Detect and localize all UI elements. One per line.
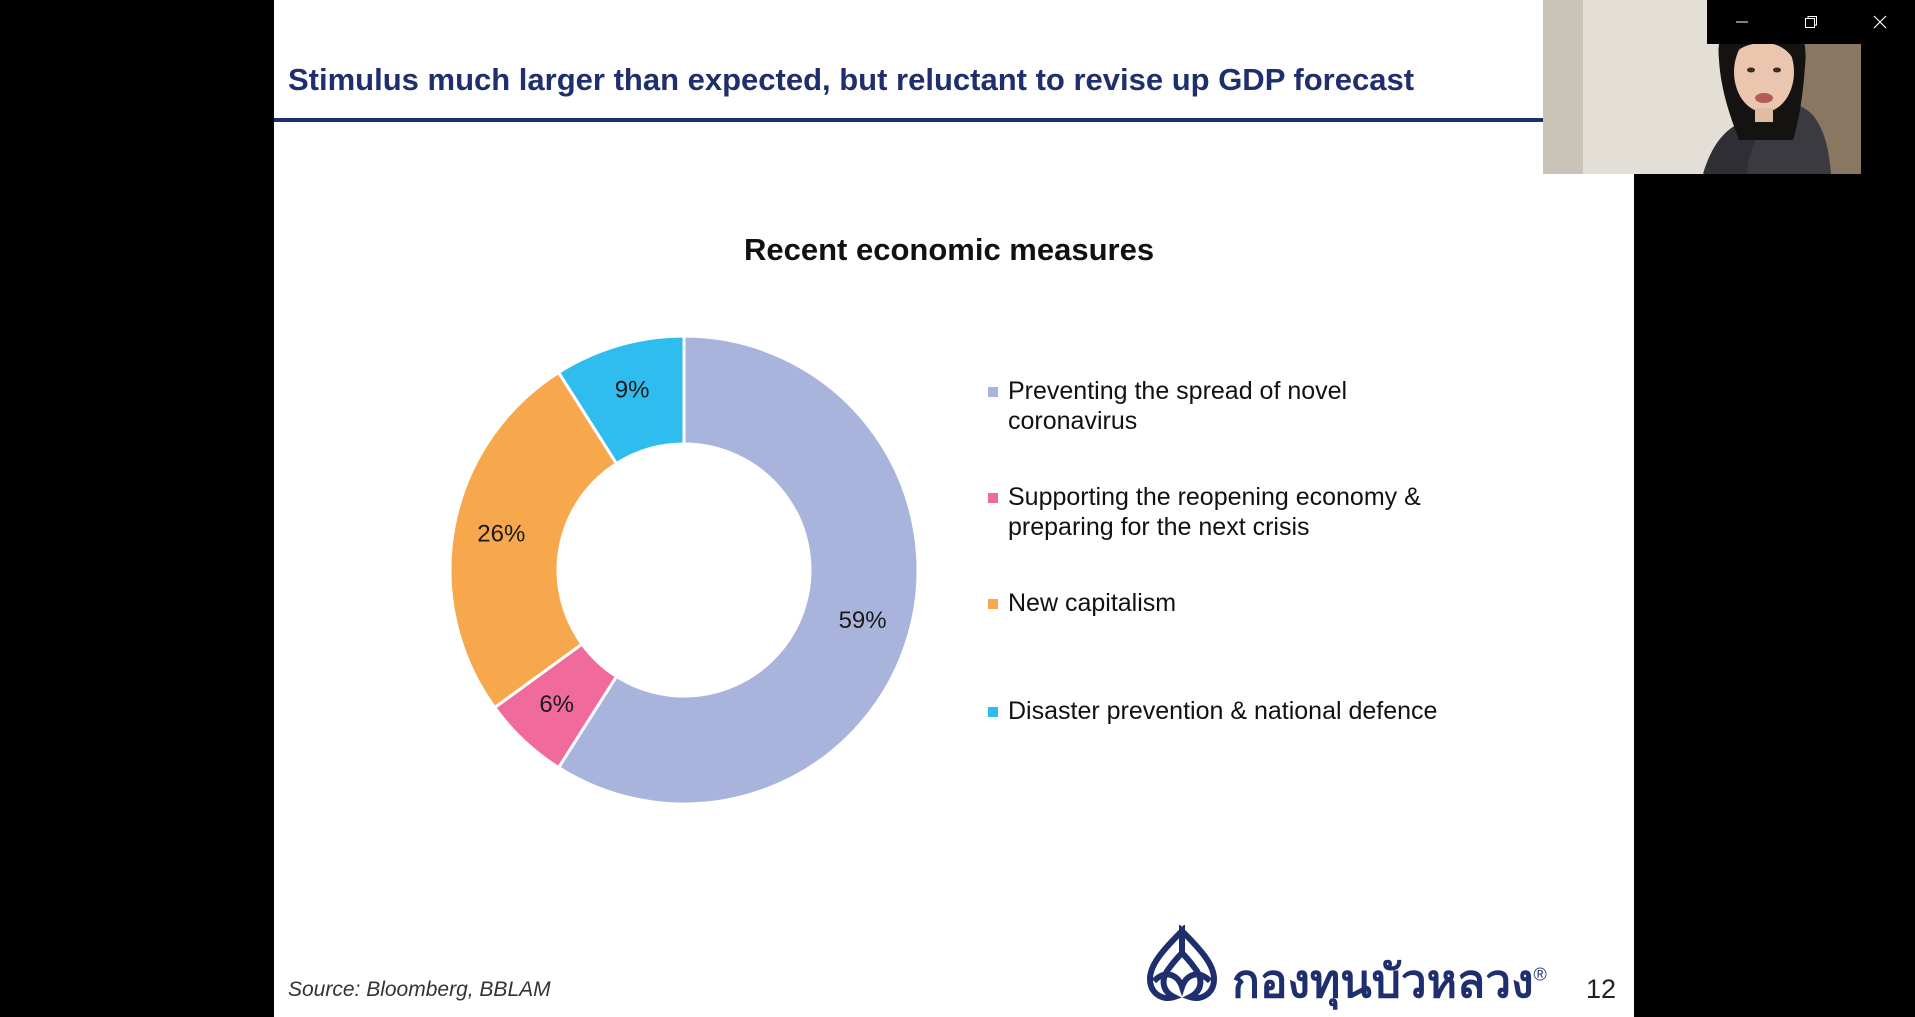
registered-mark: ® <box>1533 964 1547 985</box>
legend-label: New capitalism <box>1008 589 1177 617</box>
restore-icon <box>1804 16 1817 28</box>
close-button[interactable] <box>1845 0 1914 44</box>
donut-slice-label: 9% <box>615 377 650 404</box>
window-title-bar <box>1707 0 1915 44</box>
presentation-slide: Stimulus much larger than expected, but … <box>274 0 1634 1017</box>
donut-slice-label: 6% <box>539 691 574 718</box>
donut-slice <box>556 334 920 806</box>
close-icon <box>1873 15 1886 29</box>
donut-slice <box>448 370 619 710</box>
legend-item: New capitalism <box>988 588 1548 618</box>
legend-label: preparing for the next crisis <box>1008 513 1310 541</box>
donut-chart: 59% 6% 26% 9% <box>448 334 920 806</box>
restore-button[interactable] <box>1776 0 1845 44</box>
legend-item: Preventing the spread of novel coronaviru… <box>988 376 1548 436</box>
bualuang-logo: กองทุนบัวหลวง® <box>1132 925 1572 1007</box>
presenter-video-thumbnail[interactable] <box>1543 0 1861 174</box>
legend-label: Disaster prevention & national defence <box>1008 697 1438 725</box>
donut-slice-label: 59% <box>839 607 887 634</box>
chart-title: Recent economic measures <box>744 232 1155 267</box>
legend-swatch <box>988 387 998 397</box>
donut-slice-label: 26% <box>477 520 525 547</box>
legend-swatch <box>988 707 998 717</box>
slide-title: Stimulus much larger than expected, but … <box>288 62 1415 97</box>
legend-label: coronavirus <box>1008 407 1138 435</box>
legend-label: Preventing the spread of novel <box>1008 377 1348 405</box>
donut-slice <box>556 334 686 466</box>
logo-wordmark: กองทุนบัวหลวง® <box>1232 945 1547 1017</box>
legend-swatch <box>988 599 998 609</box>
legend-item: Disaster prevention & national defence <box>988 696 1548 726</box>
lotus-logo-icon <box>1146 925 1218 1001</box>
legend-item: Supporting the reopening economy & prepar… <box>988 482 1548 542</box>
presenter-video-frame <box>1543 0 1861 174</box>
source-note: Source: Bloomberg, BBLAM <box>288 978 551 1001</box>
minimize-icon <box>1735 21 1748 23</box>
legend-swatch <box>988 493 998 503</box>
slide-page-number: 12 <box>1586 974 1617 1004</box>
legend-label: Supporting the reopening economy & <box>1008 483 1421 511</box>
logo-wordmark-text: กองทุนบัวหลวง <box>1232 955 1534 1007</box>
minimize-button[interactable] <box>1707 0 1776 44</box>
title-underline <box>274 118 1544 122</box>
